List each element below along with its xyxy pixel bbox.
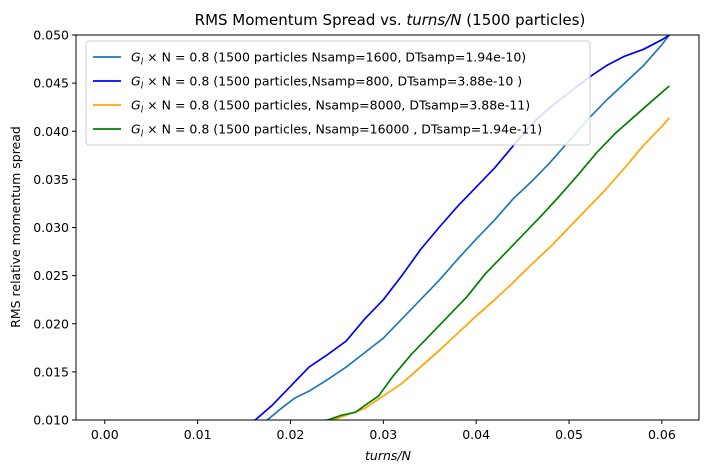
y-axis-label: RMS relative momentum spread — [8, 126, 23, 328]
y-tick-label: 0.035 — [33, 172, 69, 187]
y-tick-label: 0.045 — [33, 76, 69, 91]
chart-title-italic: turns/N — [406, 11, 461, 29]
legend: Gl × N = 0.8 (1500 particles Nsamp=1600,… — [85, 40, 591, 146]
y-tick-label: 0.030 — [33, 220, 69, 235]
y-tick-label: 0.010 — [33, 413, 69, 428]
legend-label-4: Gl × N = 0.8 (1500 particles, Nsamp=1600… — [131, 122, 542, 140]
x-tick-label: 0.06 — [648, 427, 676, 442]
legend-label-1: Gl × N = 0.8 (1500 particles Nsamp=1600,… — [131, 50, 526, 68]
chart-title-tail: (1500 particles) — [462, 11, 586, 29]
y-tick-label: 0.025 — [33, 268, 69, 283]
series-line-2 — [248, 35, 670, 420]
chart-title-main: RMS Momentum Spread vs. — [195, 11, 407, 29]
legend-label-3: Gl × N = 0.8 (1500 particles, Nsamp=8000… — [131, 98, 530, 116]
x-tick-label: 0.05 — [555, 427, 583, 442]
x-tick-label: 0.03 — [369, 427, 397, 442]
legend-box — [85, 40, 591, 146]
series-line-4 — [317, 85, 670, 420]
x-axis: 0.00 0.01 0.02 0.03 0.04 0.05 0.06 — [91, 420, 676, 442]
series-line-3 — [322, 117, 670, 420]
x-tick-label: 0.02 — [277, 427, 305, 442]
x-tick-label: 0.00 — [91, 427, 119, 442]
x-tick-label: 0.04 — [462, 427, 490, 442]
series-line-1 — [261, 35, 670, 420]
y-tick-label: 0.020 — [33, 316, 69, 331]
chart-title: RMS Momentum Spread vs. turns/N (1500 pa… — [195, 11, 586, 29]
x-axis-label: turns/N — [365, 448, 412, 463]
legend-label-2: Gl × N = 0.8 (1500 particles,Nsamp=800, … — [131, 74, 522, 92]
y-tick-label: 0.015 — [33, 364, 69, 379]
series-layer — [248, 35, 670, 420]
y-tick-label: 0.040 — [33, 124, 69, 139]
x-tick-label: 0.01 — [184, 427, 212, 442]
y-tick-label: 0.050 — [33, 28, 69, 43]
y-axis: 0.010 0.015 0.020 0.025 0.030 0.035 0.040 0.045… — [33, 28, 76, 428]
